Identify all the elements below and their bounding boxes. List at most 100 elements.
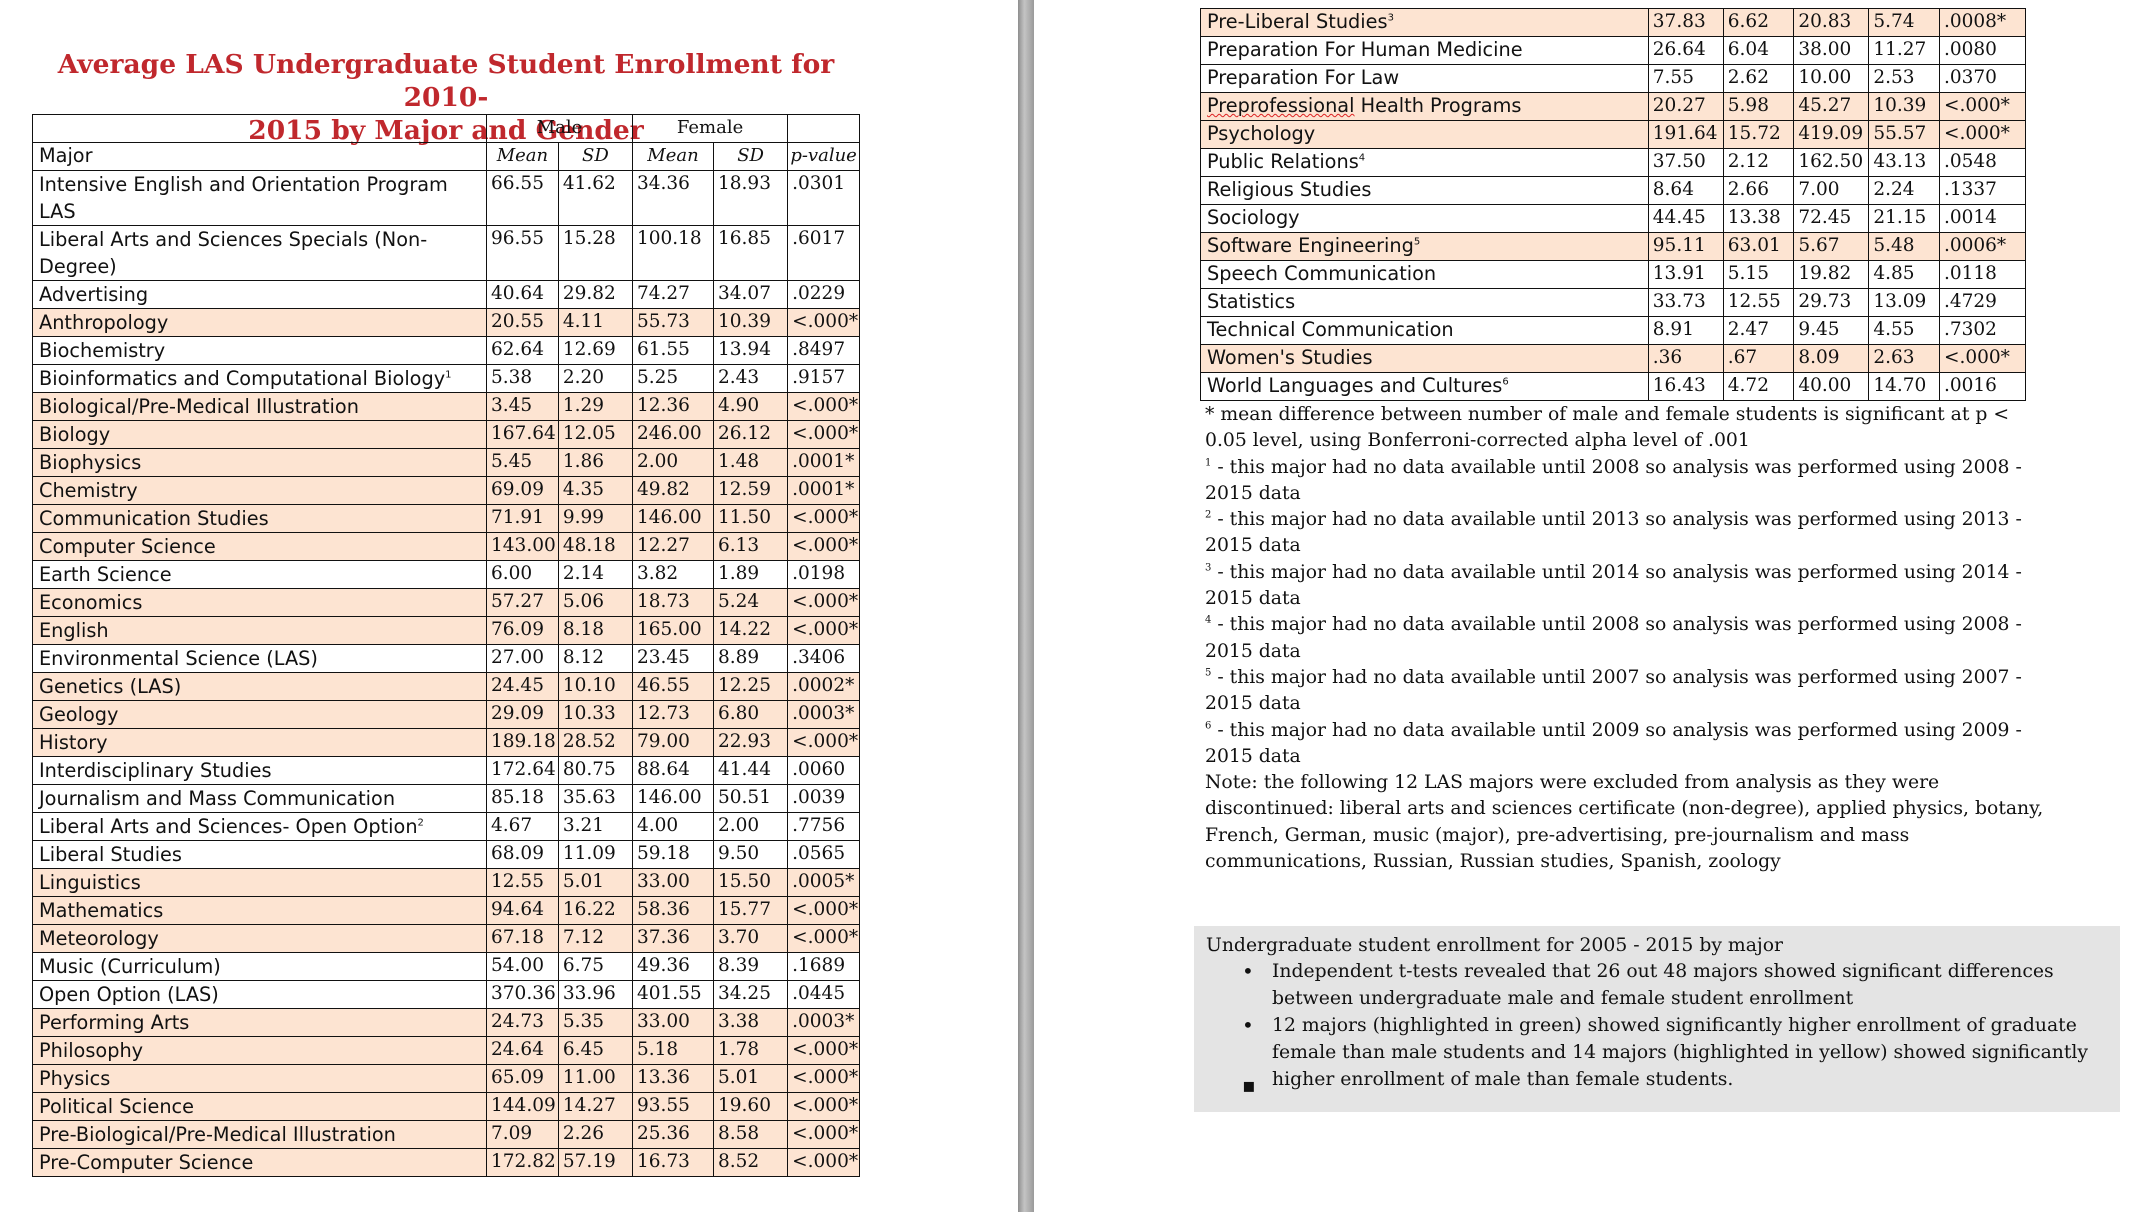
cell-male-sd: 8.18 [557, 616, 633, 645]
table-row: Political Science 144.09 14.27 93.55 19.60 <.… [31, 1092, 860, 1121]
cell-male-sd: 6.62 [1722, 8, 1795, 37]
major-name: Psychology [1207, 122, 1316, 145]
cell-female-mean: 8.09 [1793, 344, 1870, 373]
cell-male-sd: 2.26 [557, 1120, 633, 1149]
cell-major: Genetics (LAS) [31, 672, 488, 701]
major-name: Preparation For Human Medicine [1207, 38, 1523, 61]
cell-male-mean: 76.09 [486, 616, 559, 645]
cell-major: Journalism and Mass Communication [31, 784, 488, 813]
cell-major: World Languages and Cultures6 [1200, 372, 1649, 401]
cell-female-mean: 246.00 [631, 420, 715, 449]
cell-major: Interdisciplinary Studies [31, 756, 488, 785]
cell-female-mean: 20.83 [1793, 8, 1870, 37]
header-major: Major [31, 142, 488, 171]
header-blank [787, 114, 860, 143]
cell-male-sd: 63.01 [1722, 232, 1795, 261]
major-name: Computer Science [39, 535, 216, 558]
title-line-1: Average LAS Undergraduate Student Enroll… [57, 49, 835, 113]
cell-major: Bioinformatics and Computational Biology… [31, 364, 488, 393]
cell-p: .3406 [787, 644, 860, 673]
cell-male-mean: 24.45 [486, 672, 559, 701]
cell-female-sd: 12.25 [713, 672, 789, 701]
cell-male-mean: 67.18 [486, 924, 559, 953]
cell-major: Communication Studies [31, 504, 488, 533]
cell-female-mean: 12.73 [631, 700, 715, 729]
table-row: Speech Communication 13.91 5.15 19.82 4.85.0… [1200, 260, 2027, 289]
cell-p: .0548 [1938, 148, 2027, 177]
cell-male-sd: 2.62 [1722, 64, 1795, 93]
cell-male-mean: 7.55 [1647, 64, 1724, 93]
table-row: Preparation For Human Medicine 26.64 6.04 3… [1200, 36, 2027, 65]
cell-female-mean: 72.45 [1793, 204, 1870, 233]
cell-male-mean: 13.91 [1647, 260, 1724, 289]
cell-male-sd: 12.55 [1722, 288, 1795, 317]
bullet-icon: • [1242, 959, 1254, 983]
cell-major: Women's Studies [1200, 344, 1649, 373]
footnote-text: * mean difference between number of male… [1205, 404, 2010, 452]
cell-major: Philosophy [31, 1036, 488, 1065]
cell-female-sd: 2.24 [1868, 176, 1940, 205]
cell-p: .6017 [787, 225, 860, 281]
cell-male-mean: 37.50 [1647, 148, 1724, 177]
cell-female-sd: 1.89 [713, 560, 789, 589]
cell-female-sd: 12.59 [713, 476, 789, 505]
cell-female-sd: 43.13 [1868, 148, 1940, 177]
page-separator [1018, 0, 1034, 1212]
major-name: Bioinformatics and Computational Biology [39, 367, 446, 390]
major-name: Pre-Liberal Studies [1207, 10, 1388, 33]
cell-male-mean: 24.64 [486, 1036, 559, 1065]
major-name: Journalism and Mass Communication [39, 787, 396, 810]
cell-major: Technical Communication [1200, 316, 1649, 345]
cell-female-mean: 55.73 [631, 308, 715, 337]
cell-female-mean: 29.73 [1793, 288, 1870, 317]
table-row: Statistics 33.73 12.55 29.73 13.09.4729 [1200, 288, 2027, 317]
footnote: 2 - this major had no data available unt… [1205, 507, 2045, 560]
table-row: Journalism and Mass Communication 85.18 35… [31, 784, 860, 813]
cell-major: Speech Communication [1200, 260, 1649, 289]
cell-p: <.000* [787, 392, 860, 421]
cell-female-mean: 33.00 [631, 868, 715, 897]
cell-major: Earth Science [31, 560, 488, 589]
major-name: Religious Studies [1207, 178, 1372, 201]
table-row: Geology 29.09 10.33 12.73 6.80.0003* [31, 700, 860, 729]
cell-p: .0016 [1938, 372, 2027, 401]
table-row: Genetics (LAS) 24.45 10.10 46.55 12.25.0002* [31, 672, 860, 701]
summary-box: Undergraduate student enrollment for 200… [1194, 926, 2120, 1112]
cell-female-sd: 34.07 [713, 280, 789, 309]
footnote-number: 4 [1205, 615, 1212, 627]
table-row: Liberal Studies 68.09 11.09 59.18 9.50.0565 [31, 840, 860, 869]
cell-female-mean: 5.67 [1793, 232, 1870, 261]
footnote-text: - this major had no data available until… [1205, 614, 2022, 662]
footnote-text: - this major had no data available until… [1205, 509, 2022, 557]
cell-male-mean: 65.09 [486, 1064, 559, 1093]
table-row: Earth Science 6.00 2.14 3.82 1.89.0198 [31, 560, 860, 589]
major-name: Speech Communication [1207, 262, 1437, 285]
cell-male-sd: 3.21 [557, 812, 633, 841]
cell-male-sd: 9.99 [557, 504, 633, 533]
cell-major: Public Relations4 [1200, 148, 1649, 177]
major-name: Chemistry [39, 479, 138, 502]
cell-female-sd: 19.60 [713, 1092, 789, 1121]
major-name: Earth Science [39, 563, 172, 586]
major-name: Communication Studies [39, 507, 269, 530]
cell-female-sd: 2.00 [713, 812, 789, 841]
header-blank [31, 114, 488, 143]
empty-bullet-icon: ▪ [1242, 1073, 1256, 1097]
cell-female-sd: 13.94 [713, 336, 789, 365]
cell-female-sd: 5.01 [713, 1064, 789, 1093]
cell-male-sd: 28.52 [557, 728, 633, 757]
cell-p: .0080 [1938, 36, 2027, 65]
table-row: Chemistry 69.09 4.35 49.82 12.59.0001* [31, 476, 860, 505]
enrollment-table-left: Male Female Major Mean SD Mean SD p-valu… [31, 114, 860, 1177]
table-row: Advertising 40.64 29.82 74.27 34.07.0229 [31, 280, 860, 309]
cell-p: .0039 [787, 784, 860, 813]
footnote-marker: 4 [1358, 152, 1366, 164]
cell-female-mean: 88.64 [631, 756, 715, 785]
table-row: Computer Science 143.00 48.18 12.27 6.13 <.00… [31, 532, 860, 561]
table-row: Biochemistry 62.64 12.69 61.55 13.94.8497 [31, 336, 860, 365]
cell-female-sd: 34.25 [713, 980, 789, 1009]
cell-male-sd: 5.15 [1722, 260, 1795, 289]
cell-female-mean: 12.27 [631, 532, 715, 561]
cell-p: .9157 [787, 364, 860, 393]
cell-p: .0229 [787, 280, 860, 309]
